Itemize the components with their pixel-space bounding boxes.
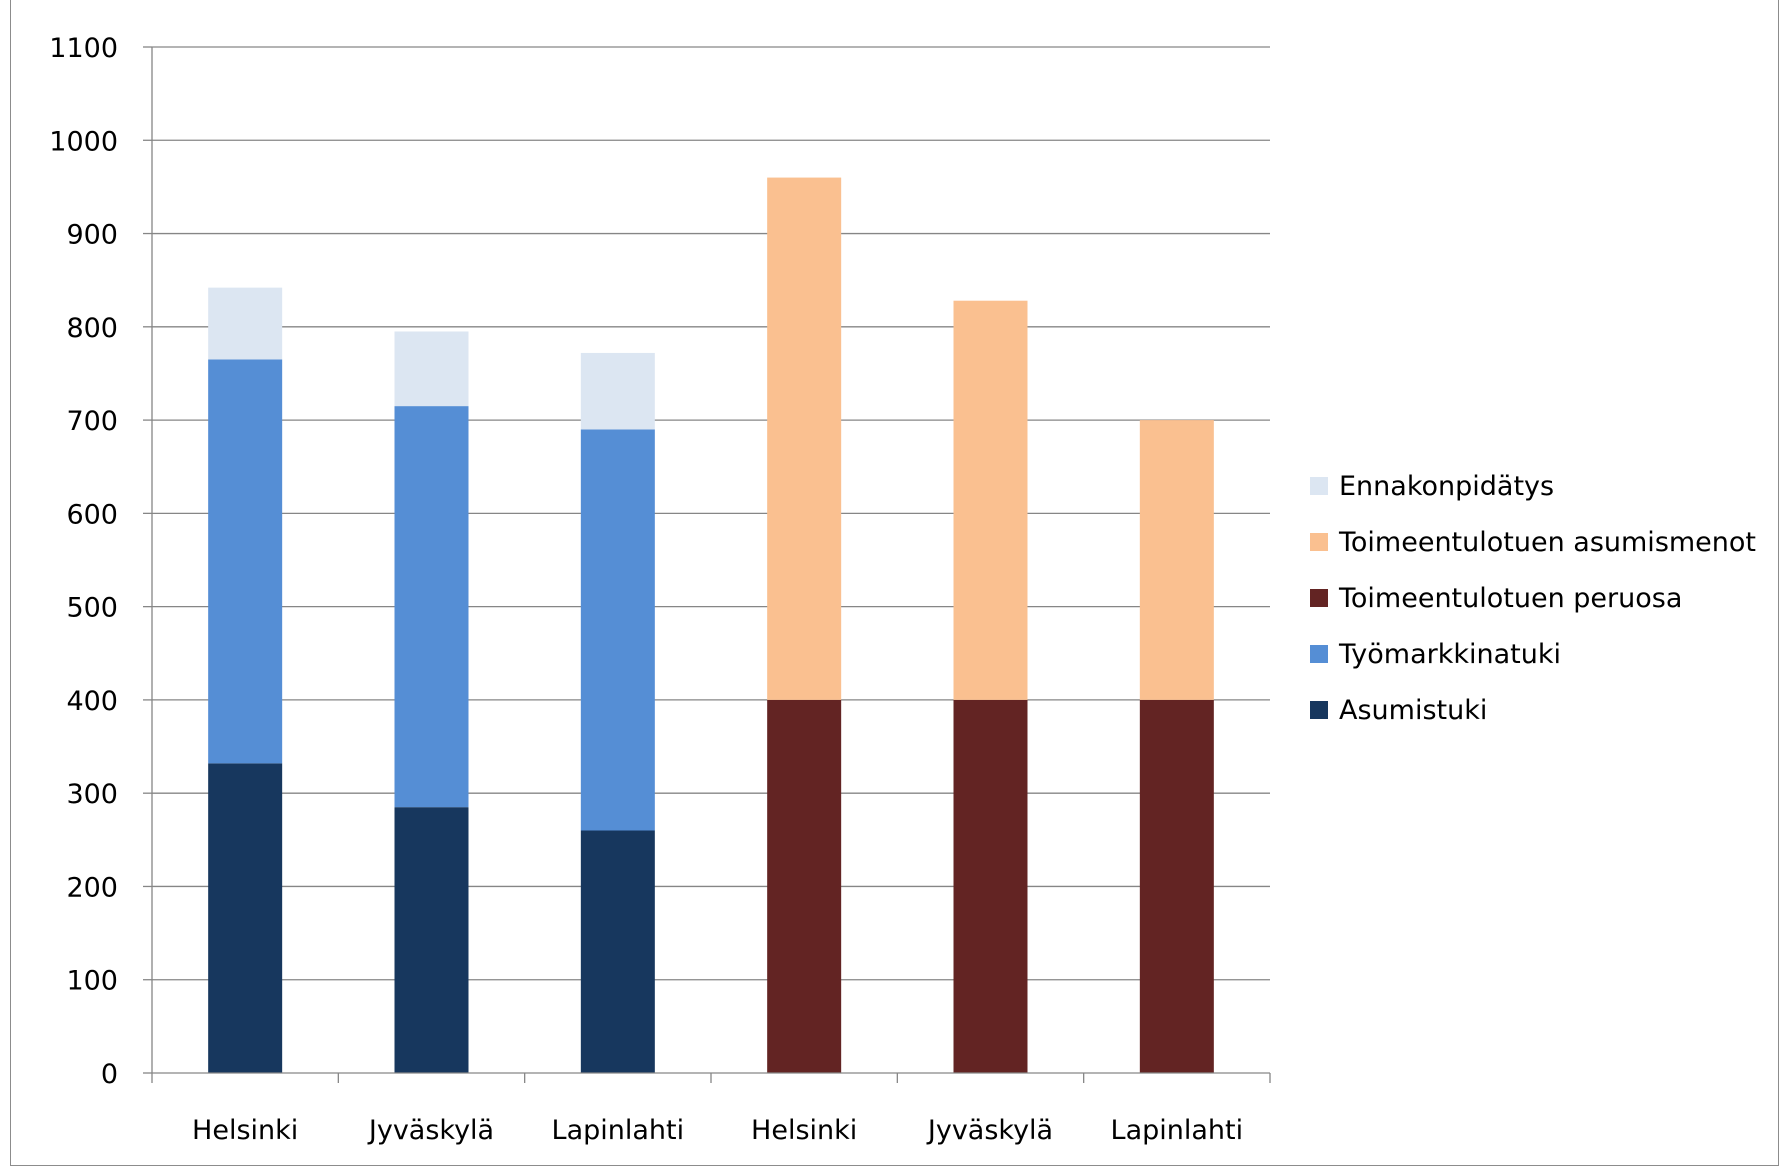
bar-2-ennakonpid-tys — [394, 331, 469, 407]
bar-4-toimeentulotuen-asumismenot — [767, 177, 842, 700]
y-tick-label-1100: 1100 — [49, 33, 118, 64]
legend-swatch — [1310, 477, 1328, 495]
bar-3-asumistuki — [580, 830, 655, 1073]
bar-6-toimeentulotuen-peruosa — [1139, 699, 1214, 1073]
legend-item: Toimeentulotuen asumismenot — [1310, 514, 1770, 570]
y-tick-label-900: 900 — [66, 220, 118, 251]
y-tick-label-800: 800 — [66, 313, 118, 344]
bar-6-toimeentulotuen-asumismenot — [1139, 420, 1214, 700]
legend-label: Ennakonpidätys — [1339, 470, 1555, 502]
x-category-label-5: Jyväskylä — [926, 1115, 1053, 1146]
bar-3-ennakonpid-tys — [580, 352, 655, 430]
legend-swatch — [1310, 701, 1328, 719]
y-tick-label-700: 700 — [66, 406, 118, 437]
x-category-label-2: Jyväskylä — [367, 1115, 494, 1146]
chart-legend: Ennakonpidätys Toimeentulotuen asumismeno… — [1310, 458, 1770, 738]
legend-item: Toimeentulotuen peruosa — [1310, 570, 1770, 626]
bar-2-asumistuki — [394, 807, 469, 1073]
legend-label: Työmarkkinatuki — [1339, 638, 1561, 670]
bar-3-ty-markkinatuki — [580, 429, 655, 831]
y-tick-label-1000: 1000 — [49, 126, 118, 157]
bar-1-ennakonpid-tys — [208, 287, 283, 360]
bar-1-asumistuki — [208, 763, 283, 1073]
y-tick-label-500: 500 — [66, 593, 118, 624]
bar-5-toimeentulotuen-asumismenot — [953, 300, 1028, 700]
legend-label: Toimeentulotuen peruosa — [1339, 582, 1683, 614]
y-tick-label-200: 200 — [66, 872, 118, 903]
legend-swatch — [1310, 533, 1328, 551]
y-tick-label-0: 0 — [101, 1059, 118, 1090]
chart-frame — [10, 0, 1779, 1166]
bar-4-toimeentulotuen-peruosa — [767, 699, 842, 1073]
bar-5-toimeentulotuen-peruosa — [953, 699, 1028, 1073]
y-tick-label-600: 600 — [66, 499, 118, 530]
legend-label: Toimeentulotuen asumismenot — [1339, 526, 1757, 558]
bar-2-ty-markkinatuki — [394, 406, 469, 808]
legend-swatch — [1310, 589, 1328, 607]
y-tick-label-100: 100 — [66, 966, 118, 997]
y-tick-label-300: 300 — [66, 779, 118, 810]
legend-swatch — [1310, 645, 1328, 663]
legend-item: Työmarkkinatuki — [1310, 626, 1770, 682]
legend-label: Asumistuki — [1339, 694, 1488, 726]
legend-item: Ennakonpidätys — [1310, 458, 1770, 514]
x-category-label-3: Lapinlahti — [552, 1115, 685, 1146]
x-category-label-6: Lapinlahti — [1111, 1115, 1244, 1146]
x-category-label-1: Helsinki — [192, 1115, 298, 1146]
bar-1-ty-markkinatuki — [208, 359, 283, 764]
legend-item: Asumistuki — [1310, 682, 1770, 738]
x-category-label-4: Helsinki — [751, 1115, 857, 1146]
y-tick-label-400: 400 — [66, 686, 118, 717]
